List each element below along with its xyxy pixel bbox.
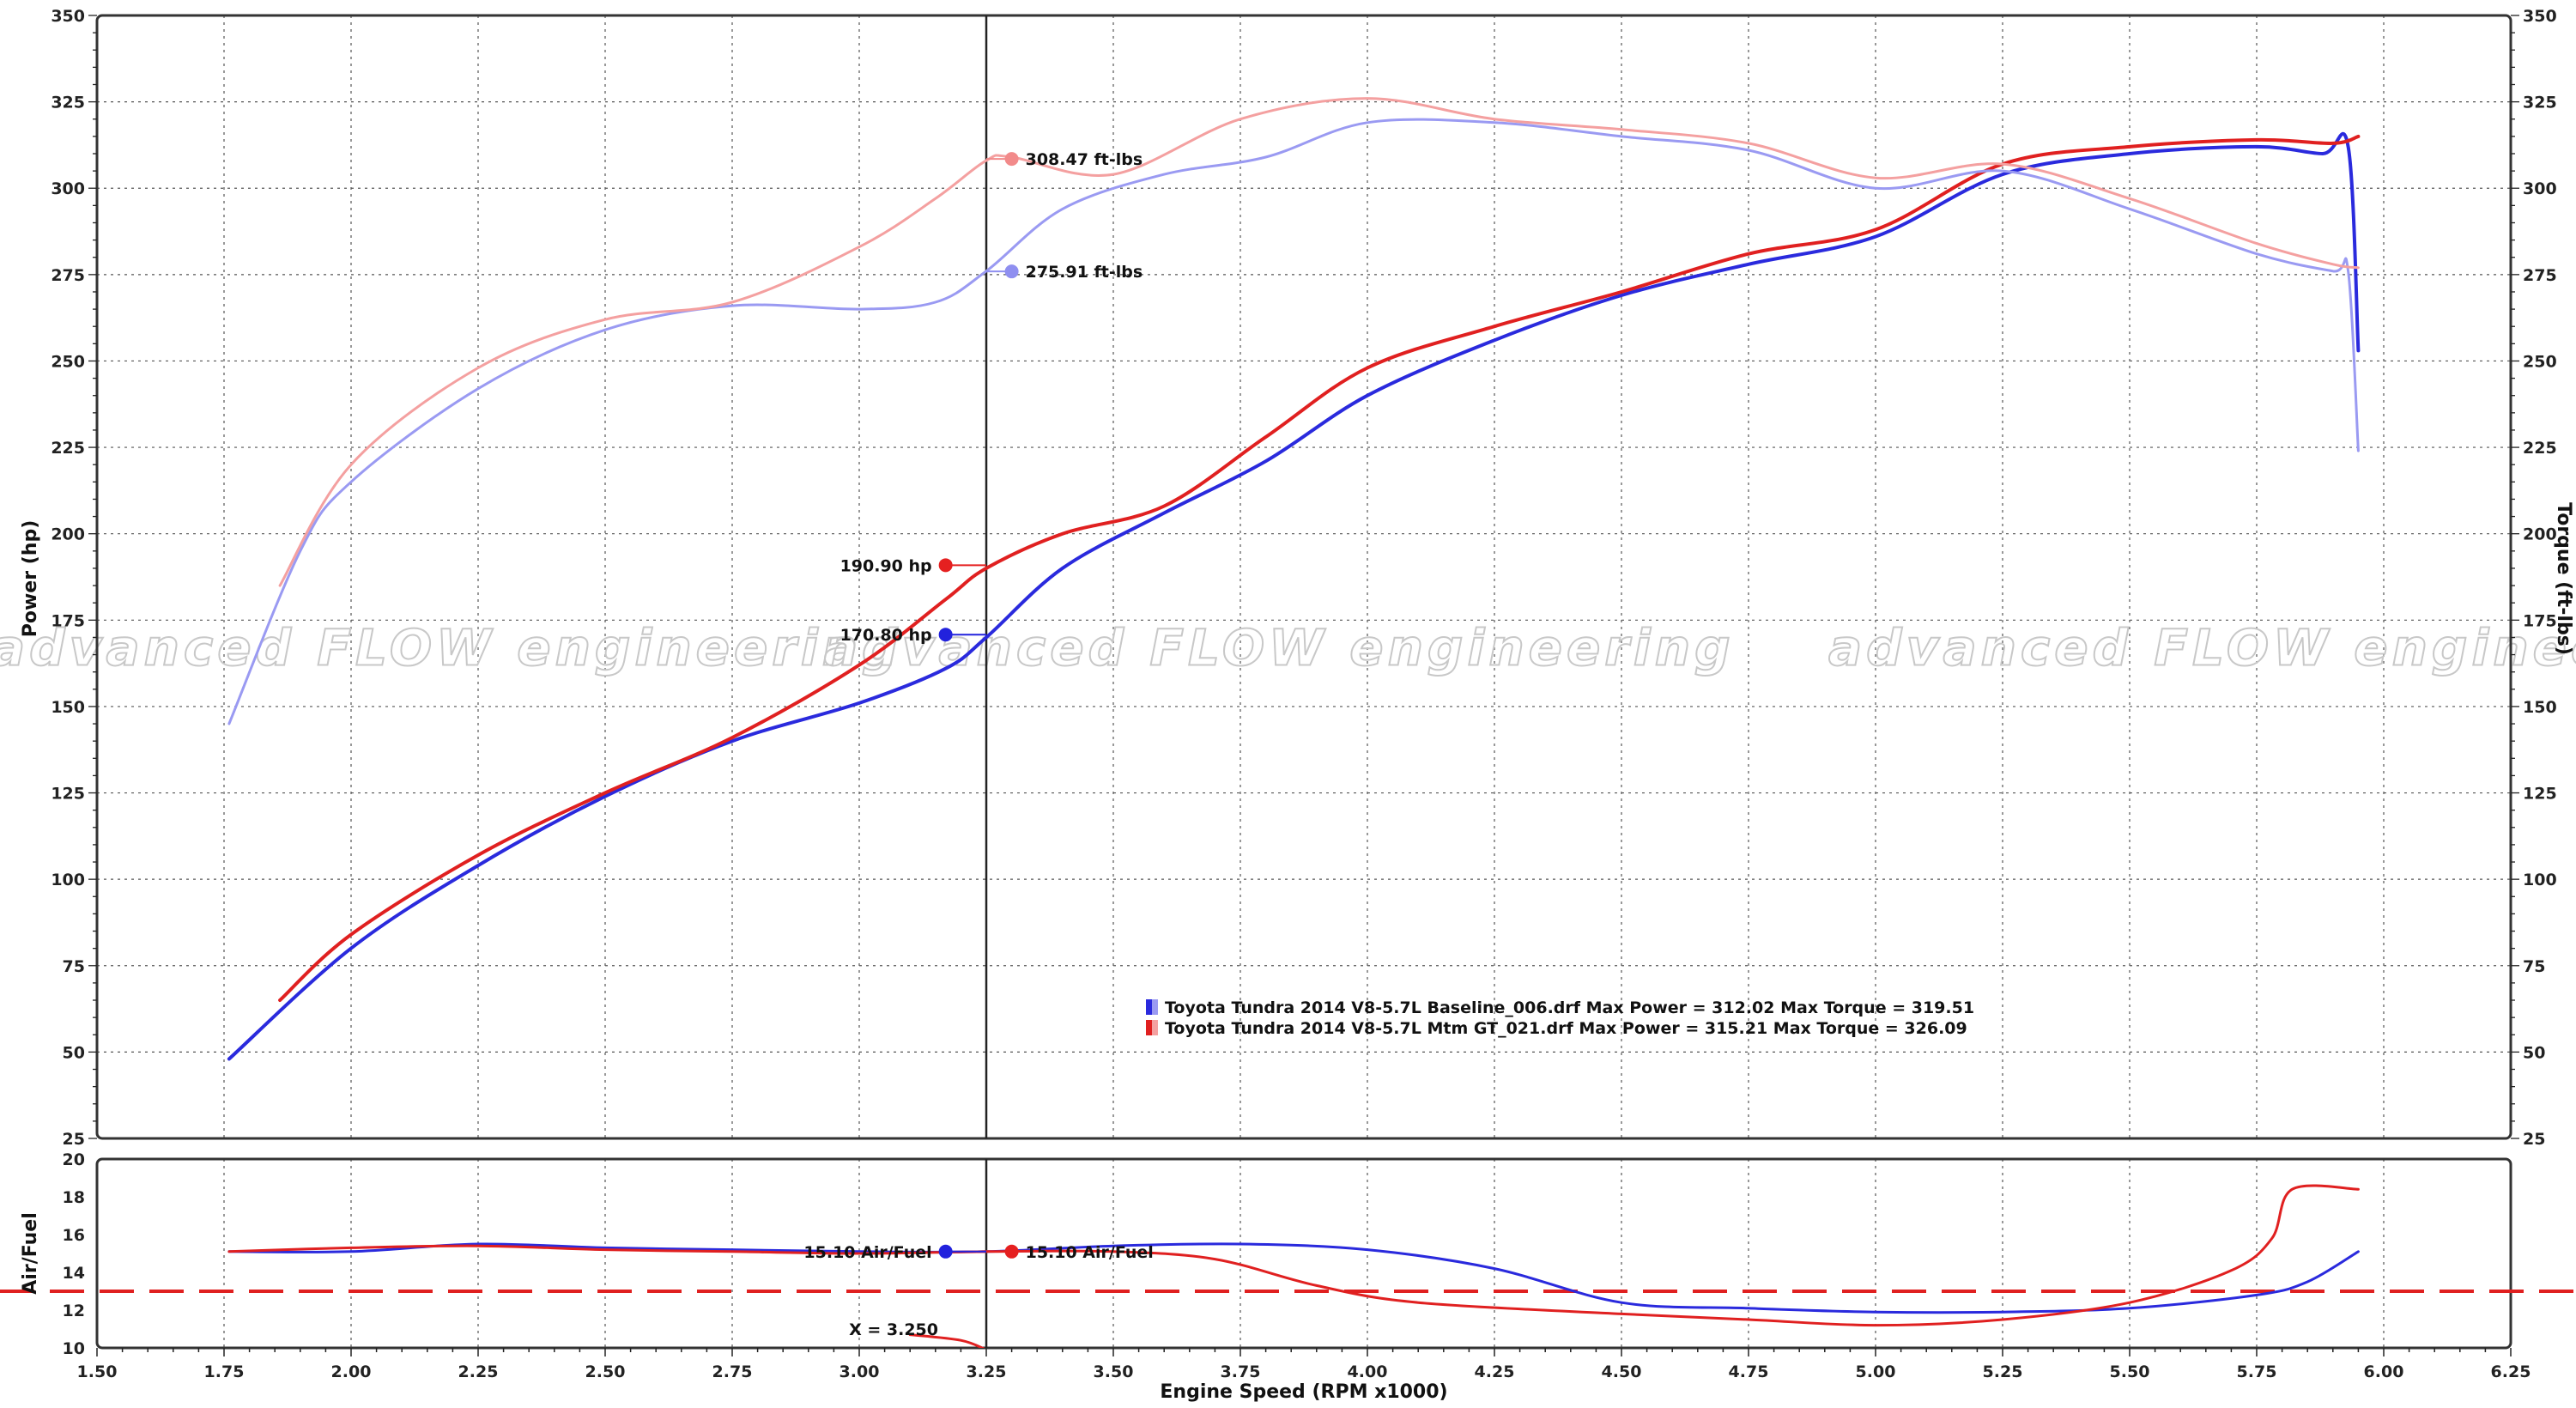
x-tick-label: 4.25 xyxy=(1475,1362,1515,1381)
legend-entry-text: Toyota Tundra 2014 V8-5.7L Baseline_006.… xyxy=(1165,998,1974,1017)
y-right-tick-label: 300 xyxy=(2523,179,2557,198)
label-layer: 308.47 ft-lbs 275.91 ft-lbs 190.90 hp 170.8… xyxy=(20,7,2574,1403)
annotation-marker xyxy=(1004,152,1019,167)
y-left-tick-label: 225 xyxy=(51,439,85,458)
y-right-tick-label: 25 xyxy=(2523,1130,2545,1149)
af-y-tick-label: 16 xyxy=(63,1226,85,1245)
y-left-tick-label: 200 xyxy=(51,525,85,544)
x-tick-label: 2.75 xyxy=(712,1362,753,1381)
x-tick-label: 5.75 xyxy=(2237,1362,2277,1381)
x-tick-label: 4.50 xyxy=(1602,1362,1642,1381)
y-left-tick-label: 250 xyxy=(51,352,85,371)
legend-swatch-dark xyxy=(1146,1020,1152,1035)
y-right-tick-label: 150 xyxy=(2523,698,2557,717)
x-tick-label: 2.50 xyxy=(585,1362,626,1381)
annotation-marker xyxy=(1004,264,1019,279)
power-panel-frame xyxy=(95,14,2512,1140)
legend-swatch-light xyxy=(1152,1020,1158,1035)
annotation-label: 308.47 ft-lbs xyxy=(1026,150,1143,169)
series-mod-af-pre xyxy=(908,1333,985,1348)
y-left-tick-label: 300 xyxy=(51,179,85,198)
x-tick-label: 6.25 xyxy=(2491,1362,2531,1381)
y-right-tick-label: 100 xyxy=(2523,871,2557,889)
y-left-tick-label: 75 xyxy=(63,957,85,976)
y-left-tick-label: 25 xyxy=(63,1130,85,1149)
annotation-marker xyxy=(1004,1244,1019,1259)
airfuel-panel-frame xyxy=(95,1157,2512,1350)
x-tick-label: 1.50 xyxy=(77,1362,118,1381)
watermark-text: advanced FLOW engineering xyxy=(0,619,902,677)
x-tick-label: 3.25 xyxy=(967,1362,1007,1381)
y-right-tick-label: 50 xyxy=(2523,1043,2545,1062)
y-left-tick-label: 100 xyxy=(51,871,85,889)
y-left-tick-label: 150 xyxy=(51,698,85,717)
af-y-tick-label: 18 xyxy=(63,1188,85,1207)
annotation-label: 170.80 hp xyxy=(840,626,932,645)
watermark-text: advanced FLOW engineering xyxy=(824,619,1735,677)
y-right-tick-label: 125 xyxy=(2523,785,2557,804)
series-baseline-torque xyxy=(227,118,2360,725)
af-y-tick-label: 14 xyxy=(63,1264,85,1283)
y-right-tick-label: 350 xyxy=(2523,7,2557,26)
annotation-label: 15.10 Air/Fuel xyxy=(1026,1243,1154,1262)
annotation-label: 275.91 ft-lbs xyxy=(1026,263,1143,282)
annotation-label: 15.10 Air/Fuel xyxy=(803,1243,931,1262)
y-left-tick-label: 125 xyxy=(51,785,85,804)
x-tick-label: 1.75 xyxy=(204,1362,245,1381)
series-mod-torque xyxy=(278,97,2360,587)
y-left-tick-label: 50 xyxy=(63,1043,85,1062)
x-tick-label: 3.50 xyxy=(1094,1362,1134,1381)
y-right-tick-label: 275 xyxy=(2523,266,2557,285)
x-tick-label: 2.00 xyxy=(331,1362,372,1381)
y-left-tick-label: 350 xyxy=(51,7,85,26)
y-left-tick-label: 325 xyxy=(51,94,85,112)
y-right-tick-label: 175 xyxy=(2523,611,2557,630)
x-tick-label: 4.00 xyxy=(1348,1362,1388,1381)
annotation-label: 190.90 hp xyxy=(840,556,932,575)
cursor-readout: X = 3.250 xyxy=(849,1320,938,1339)
power-series-group xyxy=(227,97,2361,1061)
y-left-tick-label: 175 xyxy=(51,611,85,630)
y-right-axis-title: Torque (ft-lbs) xyxy=(2553,502,2574,655)
af-axis-title: Air/Fuel xyxy=(20,1212,41,1295)
series-mod-af xyxy=(227,1184,2360,1327)
series-baseline-power xyxy=(227,131,2361,1061)
x-tick-label: 5.25 xyxy=(1983,1362,2023,1381)
x-axis-title: Engine Speed (RPM x1000) xyxy=(1160,1381,1447,1403)
annotation-marker xyxy=(938,1244,953,1259)
x-tick-label: 3.00 xyxy=(839,1362,880,1381)
y-right-tick-label: 325 xyxy=(2523,94,2557,112)
x-tick-label: 5.00 xyxy=(1856,1362,1896,1381)
x-tick-label: 3.75 xyxy=(1221,1362,1261,1381)
series-mod-power xyxy=(278,134,2361,1002)
af-y-tick-label: 10 xyxy=(63,1339,85,1358)
series-layer xyxy=(0,15,2576,1348)
y-left-axis-title: Power (hp) xyxy=(20,520,41,638)
af-y-tick-label: 20 xyxy=(63,1150,85,1169)
annotation-marker xyxy=(938,628,953,642)
legend-swatch-light xyxy=(1152,999,1158,1015)
y-right-tick-label: 200 xyxy=(2523,525,2557,544)
y-left-tick-label: 275 xyxy=(51,266,85,285)
x-tick-label: 2.25 xyxy=(458,1362,499,1381)
x-tick-label: 5.50 xyxy=(2110,1362,2150,1381)
x-tick-label: 6.00 xyxy=(2364,1362,2404,1381)
y-right-tick-label: 225 xyxy=(2523,439,2557,458)
watermark-text: advanced FLOW engineering xyxy=(1828,619,2576,677)
frame-layer xyxy=(88,14,2519,1356)
af-y-tick-label: 12 xyxy=(63,1302,85,1320)
annotation-marker xyxy=(938,558,953,573)
x-tick-label: 4.75 xyxy=(1729,1362,1769,1381)
series-baseline-af xyxy=(227,1242,2360,1314)
y-right-tick-label: 75 xyxy=(2523,957,2545,976)
airfuel-series-group xyxy=(227,1184,2360,1348)
legend-swatch-dark xyxy=(1146,999,1152,1015)
y-right-tick-label: 250 xyxy=(2523,352,2557,371)
legend-entry-text: Toyota Tundra 2014 V8-5.7L Mtm GT_021.dr… xyxy=(1165,1019,1967,1038)
